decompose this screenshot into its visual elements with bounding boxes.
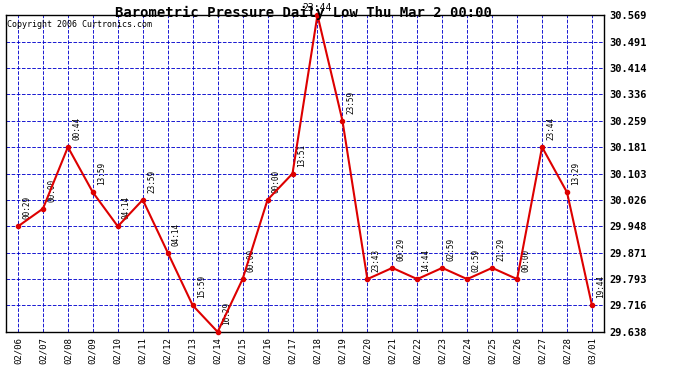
Text: 00:00: 00:00 [521,249,530,272]
Text: 00:00: 00:00 [272,170,281,193]
Text: 13:59: 13:59 [97,162,106,185]
Text: 00:29: 00:29 [397,238,406,261]
Text: 00:44: 00:44 [72,117,81,140]
Text: 00:00: 00:00 [47,178,56,202]
Text: 02:59: 02:59 [446,238,455,261]
Text: 16:29: 16:29 [221,302,230,325]
Text: 23:59: 23:59 [147,170,156,193]
Text: 15:59: 15:59 [197,275,206,298]
Text: 23:44: 23:44 [546,117,555,140]
Text: Barometric Pressure Daily Low Thu Mar 2 00:00: Barometric Pressure Daily Low Thu Mar 2 … [115,6,492,20]
Text: Copyright 2006 Curtronics.com: Copyright 2006 Curtronics.com [7,20,152,29]
Text: 23:59: 23:59 [346,90,355,114]
Text: 23:43: 23:43 [371,249,380,272]
Text: 00:29: 00:29 [22,196,31,219]
Text: 00:00: 00:00 [247,249,256,272]
Text: 13:29: 13:29 [571,162,580,185]
Text: 19:44: 19:44 [596,275,605,298]
Text: 13:51: 13:51 [297,144,306,166]
Text: 04:14: 04:14 [122,196,131,219]
Text: 02:59: 02:59 [471,249,480,272]
Text: 23:44: 23:44 [303,3,332,13]
Text: 14:44: 14:44 [422,249,431,272]
Text: 04:14: 04:14 [172,222,181,246]
Text: 21:29: 21:29 [496,238,505,261]
